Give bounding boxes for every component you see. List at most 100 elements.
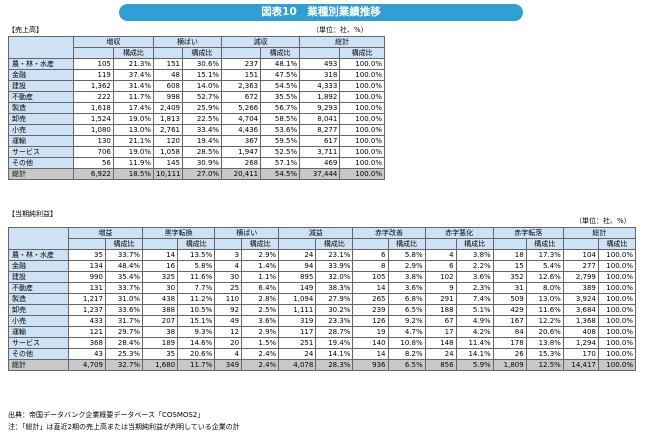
count-cell: 1,809: [492, 359, 527, 371]
count-cell: 149: [278, 282, 317, 294]
table-row: 卸売 1,524 19.0% 1,813 22.5% 4,704 58.5% 8,041 100…: [8, 113, 385, 125]
count-cell: 102: [424, 271, 457, 283]
row-label: 金融: [8, 69, 74, 81]
ratio-cell: 100.0%: [339, 124, 385, 136]
count-cell: 5,266: [221, 102, 262, 114]
count-cell: 178: [492, 337, 527, 349]
count-cell: 1,111: [278, 304, 317, 316]
ratio-cell: 48.4%: [104, 260, 144, 272]
count-cell: 130: [72, 135, 114, 147]
ratio-cell: 20.6%: [177, 348, 216, 360]
ratio-cell: 20.6%: [525, 326, 564, 338]
ratio-cell: 100.0%: [597, 304, 637, 316]
count-cell: 207: [142, 315, 179, 327]
profit-unit-label: （単位：社、%）: [575, 217, 631, 225]
count-cell: 151: [221, 69, 262, 81]
count-cell: 2,409: [153, 102, 184, 114]
sales-corner-cell: [8, 36, 74, 59]
count-cell: 18: [492, 249, 527, 261]
total-row: 総計 6,922 18.5% 10,111 27.0% 20,411 54.5% 37,444…: [8, 168, 385, 180]
ratio-cell: 18.5%: [112, 168, 155, 180]
count-cell: 120: [153, 135, 184, 147]
count-cell: 8: [352, 260, 389, 272]
ratio-cell: 31.7%: [104, 315, 144, 327]
row-label: 不動産: [8, 282, 69, 294]
ratio-cell: 17.3%: [525, 249, 564, 261]
row-label: 総計: [8, 168, 74, 180]
count-cell: 1,080: [72, 124, 114, 136]
ratio-cell: 13.0%: [112, 124, 155, 136]
count-cell: 1,217: [67, 293, 106, 305]
row-label: 農・林・水産: [8, 249, 69, 261]
blank-cell: [352, 238, 389, 250]
row-label: 運輸: [8, 326, 69, 338]
ratio-cell: 100.0%: [597, 271, 637, 283]
profit-group-header: 減益: [278, 227, 354, 239]
count-cell: 856: [424, 359, 457, 371]
row-label: その他: [8, 348, 69, 360]
count-cell: 251: [278, 337, 317, 349]
count-cell: 469: [299, 157, 341, 169]
ratio-header: 構成比: [387, 238, 426, 250]
count-cell: 6,922: [72, 168, 114, 180]
table-row: 農・林・水産 105 21.3% 151 30.6% 237 48.1% 493 100.0%: [8, 58, 385, 70]
blank-cell: [142, 238, 179, 250]
count-cell: 433: [67, 315, 106, 327]
table-row: 建設 1,362 31.4% 608 14.0% 2,363 54.5% 4,333 100.0…: [8, 80, 385, 92]
count-cell: 10,111: [153, 168, 184, 180]
ratio-cell: 3.8%: [387, 271, 426, 283]
ratio-cell: 2.2%: [455, 260, 494, 272]
ratio-cell: 5.8%: [387, 249, 426, 261]
ratio-cell: 3.6%: [241, 315, 280, 327]
count-cell: 4,436: [221, 124, 262, 136]
ratio-cell: 11.4%: [455, 337, 494, 349]
ratio-cell: 15.1%: [177, 315, 216, 327]
ratio-header: 構成比: [455, 238, 494, 250]
ratio-cell: 30.6%: [182, 58, 223, 70]
count-cell: 35: [142, 348, 179, 360]
count-cell: 3,924: [562, 293, 599, 305]
ratio-cell: 38.3%: [315, 282, 354, 294]
ratio-cell: 30.2%: [315, 304, 354, 316]
count-cell: 31: [492, 282, 527, 294]
ratio-cell: 15.1%: [182, 69, 223, 81]
table-row: 金融 119 37.4% 48 15.1% 151 47.5% 318 100.0%: [8, 69, 385, 81]
ratio-cell: 12.5%: [525, 359, 564, 371]
ratio-cell: 100.0%: [597, 326, 637, 338]
count-cell: 291: [424, 293, 457, 305]
count-cell: 1,294: [562, 337, 599, 349]
profit-section-label: 【当期純利益】: [8, 210, 57, 218]
count-cell: 4,333: [299, 80, 341, 92]
blank-cell: [278, 238, 317, 250]
ratio-cell: 23.3%: [315, 315, 354, 327]
count-cell: 1,813: [153, 113, 184, 125]
ratio-cell: 100.0%: [339, 58, 385, 70]
ratio-cell: 31.0%: [104, 293, 144, 305]
table-row: その他 43 25.3% 35 20.6% 4 2.4% 24 14.1% 14 8.2% 24 14.…: [8, 348, 637, 360]
profit-group-header: 赤字悪化: [424, 227, 494, 239]
count-cell: 92: [214, 304, 243, 316]
ratio-cell: 29.7%: [104, 326, 144, 338]
ratio-cell: 19.4%: [315, 337, 354, 349]
count-cell: 4: [424, 249, 457, 261]
ratio-cell: 10.8%: [387, 337, 426, 349]
ratio-cell: 25.3%: [104, 348, 144, 360]
table-row: 卸売 1,237 33.6% 388 10.5% 92 2.5% 1,111 30.2% 239 6…: [8, 304, 637, 316]
ratio-cell: 7.7%: [177, 282, 216, 294]
count-cell: 1,892: [299, 91, 341, 103]
ratio-cell: 6.5%: [387, 359, 426, 371]
row-label: サービス: [8, 146, 74, 158]
blank-cell: [214, 238, 243, 250]
count-cell: 19: [352, 326, 389, 338]
ratio-cell: 100.0%: [339, 146, 385, 158]
table-row: 農・林・水産 35 33.7% 14 13.5% 3 2.9% 24 23.1% 6 5.8% 4 3.…: [8, 249, 637, 261]
count-cell: 26: [492, 348, 527, 360]
count-cell: 37,444: [299, 168, 341, 180]
ratio-cell: 2.4%: [241, 348, 280, 360]
count-cell: 24: [424, 348, 457, 360]
count-cell: 1,524: [72, 113, 114, 125]
ratio-cell: 27.9%: [315, 293, 354, 305]
ratio-cell: 3.6%: [455, 271, 494, 283]
count-cell: 14: [352, 282, 389, 294]
blank-cell: [72, 47, 114, 59]
